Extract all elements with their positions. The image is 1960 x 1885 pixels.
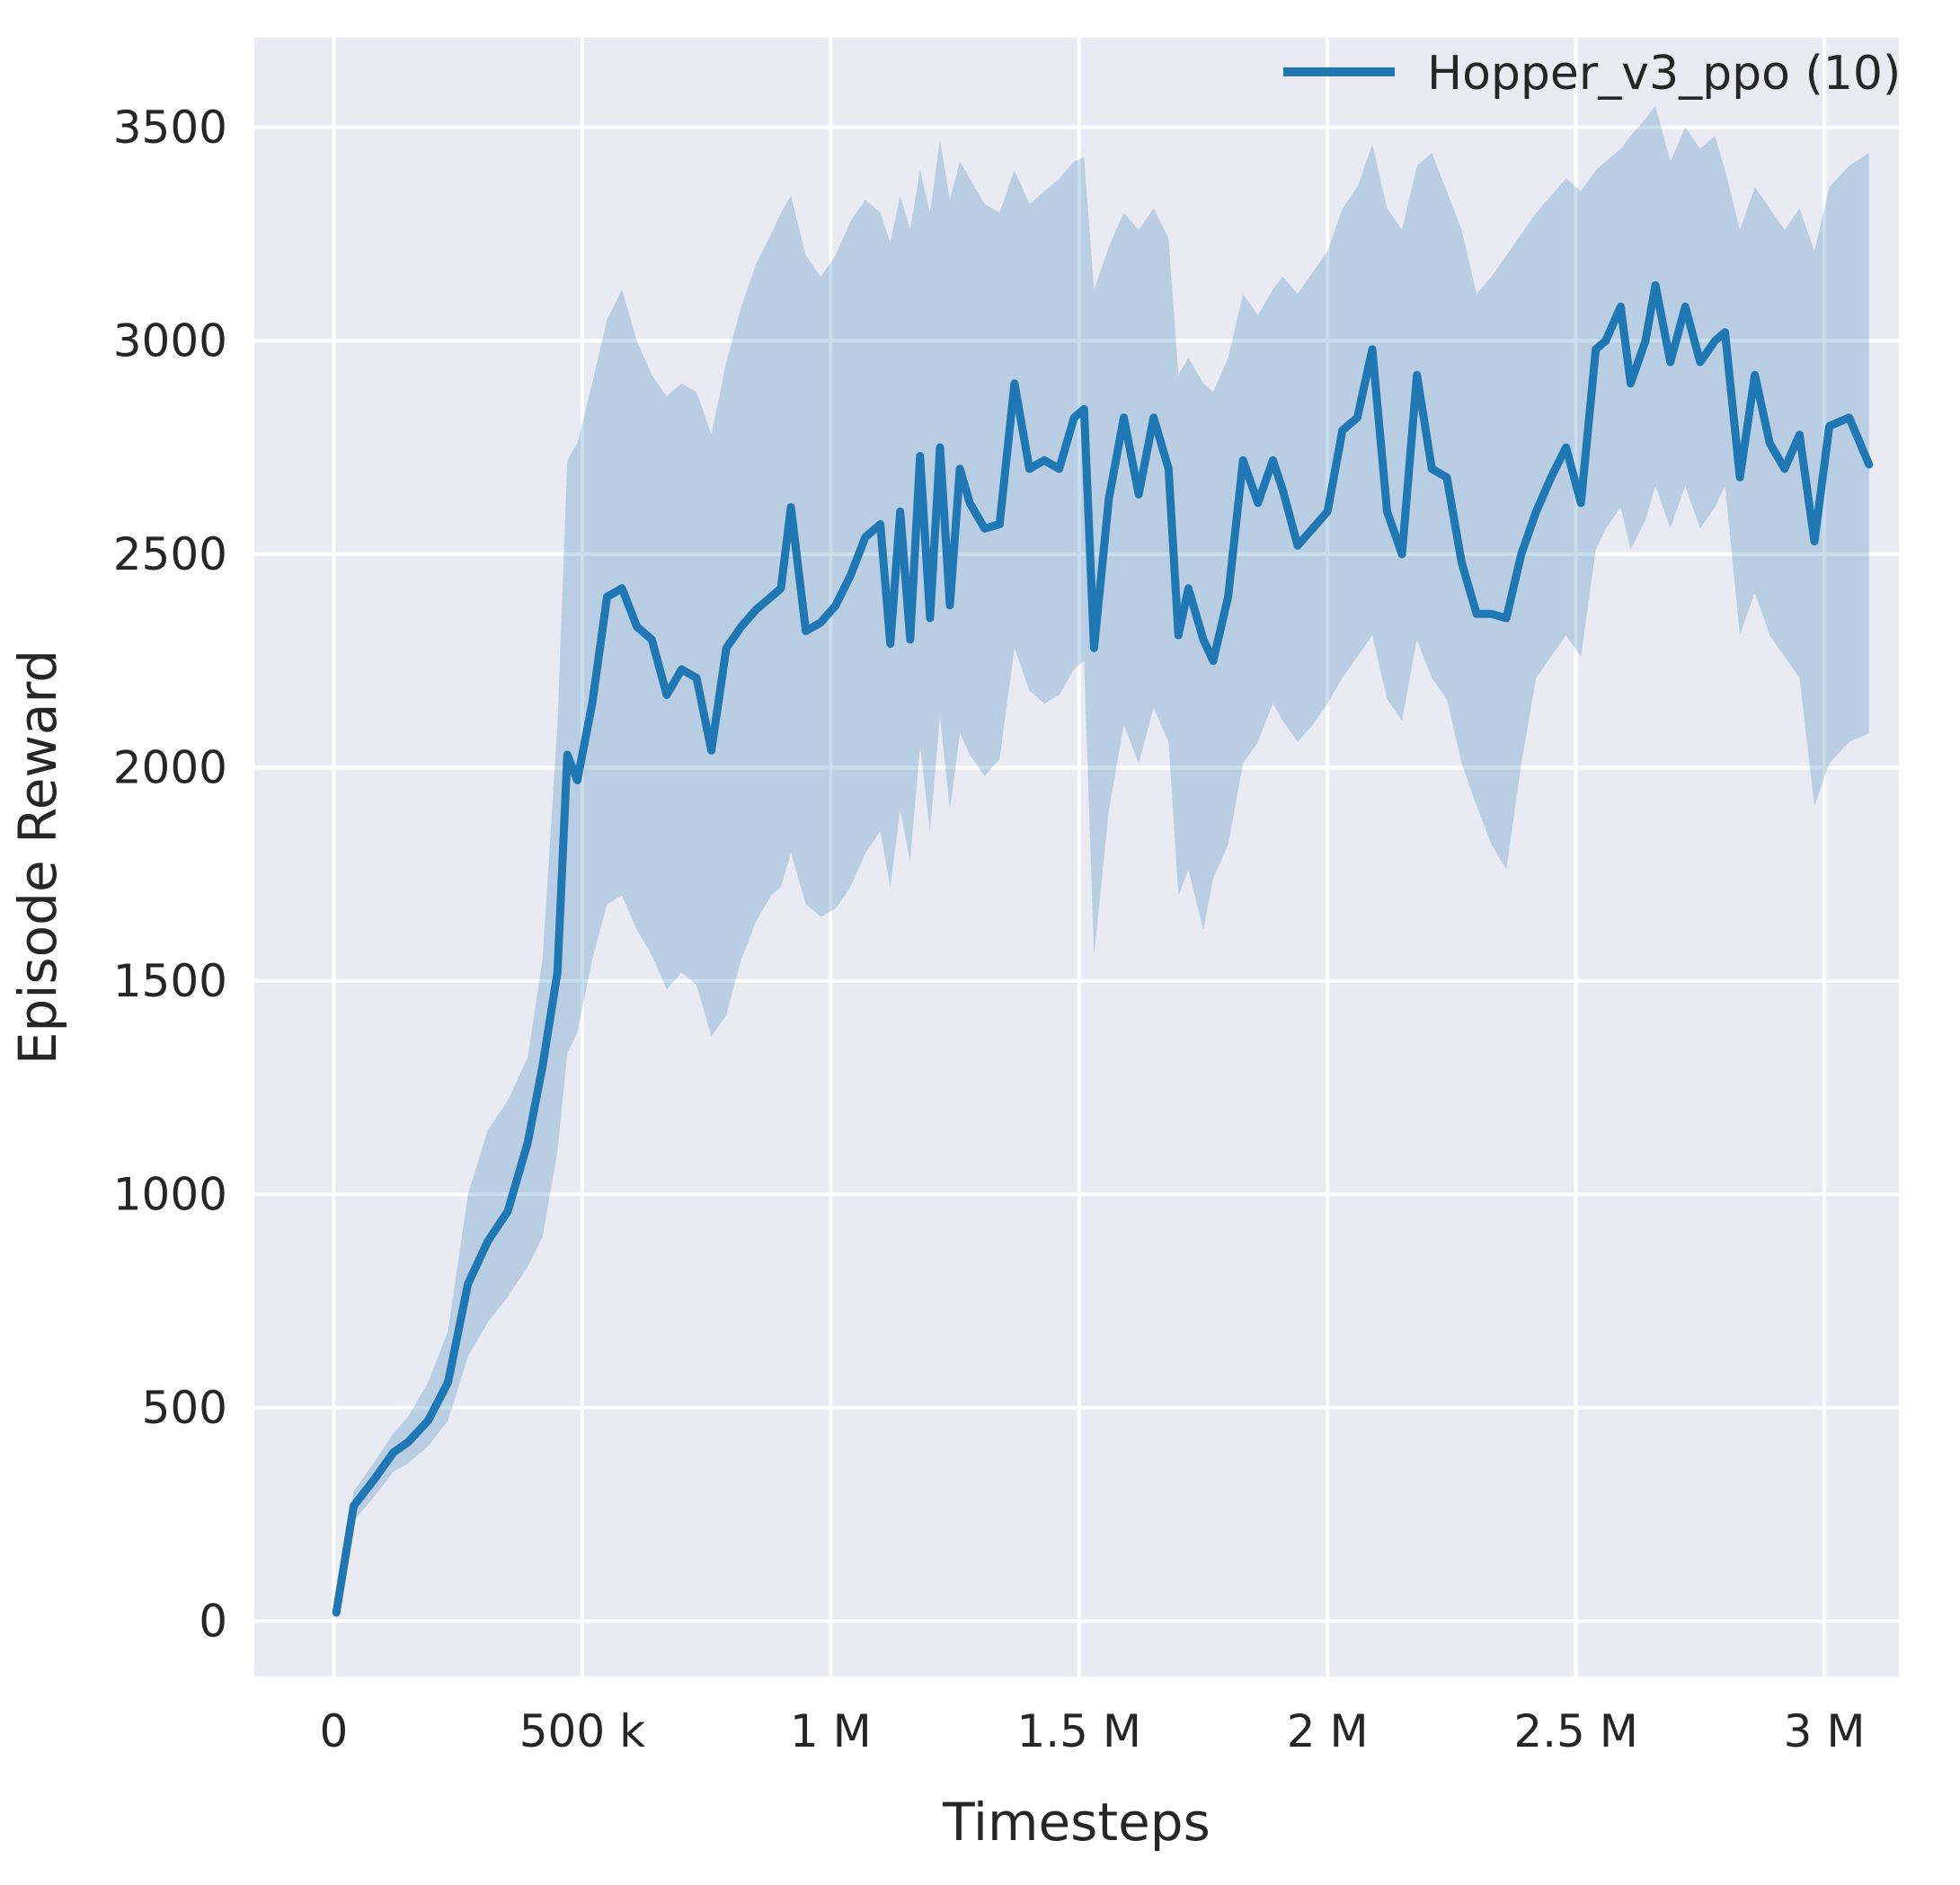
x-tick-label: 2 M — [1287, 1705, 1369, 1757]
y-tick-label: 1500 — [113, 955, 227, 1007]
y-tick-label: 3000 — [113, 314, 227, 367]
y-axis-label: Episode Reward — [7, 650, 68, 1065]
legend: Hopper_v3_ppo (10) — [1283, 47, 1901, 101]
y-tick-label: 500 — [142, 1382, 227, 1434]
x-axis-label: Timesteps — [942, 1792, 1211, 1853]
x-tick-label: 3 M — [1784, 1705, 1866, 1757]
confidence-band — [336, 106, 1869, 1619]
legend-series-label: Hopper_v3_ppo (10) — [1427, 47, 1901, 101]
x-tick-label: 0 — [320, 1705, 349, 1757]
y-tick-label: 3500 — [113, 102, 227, 154]
x-tick-label: 500 k — [519, 1705, 645, 1757]
grid-lines — [254, 38, 1899, 1677]
y-tick-label: 2000 — [113, 741, 227, 793]
x-tick-label: 1 M — [790, 1705, 872, 1757]
mean-reward-line — [332, 281, 1874, 1617]
data-series-layer — [332, 106, 1874, 1619]
x-tick-label: 2.5 M — [1513, 1705, 1638, 1757]
x-axis-tick-labels: 0 500 k 1 M 1.5 M 2 M 2.5 M 3 M — [320, 1705, 1866, 1757]
y-axis-tick-labels: 0 500 1000 1500 2000 2500 3000 3500 — [113, 102, 227, 1648]
y-tick-label: 0 — [199, 1595, 227, 1647]
y-tick-label: 1000 — [113, 1168, 227, 1220]
x-tick-label: 1.5 M — [1016, 1705, 1141, 1757]
y-tick-label: 2500 — [113, 528, 227, 580]
